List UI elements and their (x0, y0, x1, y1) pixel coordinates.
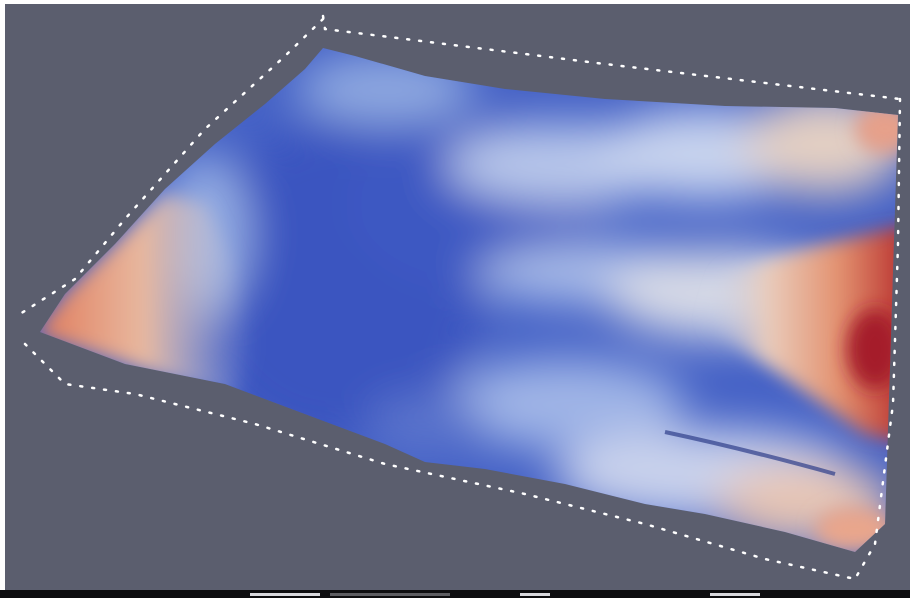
status-indicator-3 (520, 593, 550, 596)
status-indicator-4 (710, 593, 760, 596)
render-viewport[interactable] (5, 4, 910, 590)
status-bar (0, 590, 910, 598)
status-indicator-2 (330, 593, 450, 596)
terrain-render[interactable] (5, 4, 910, 590)
status-indicator-1 (250, 593, 320, 596)
